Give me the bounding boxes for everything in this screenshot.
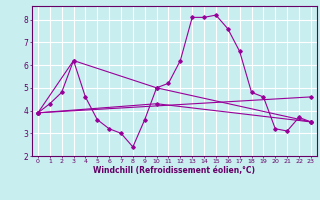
X-axis label: Windchill (Refroidissement éolien,°C): Windchill (Refroidissement éolien,°C) — [93, 166, 255, 175]
